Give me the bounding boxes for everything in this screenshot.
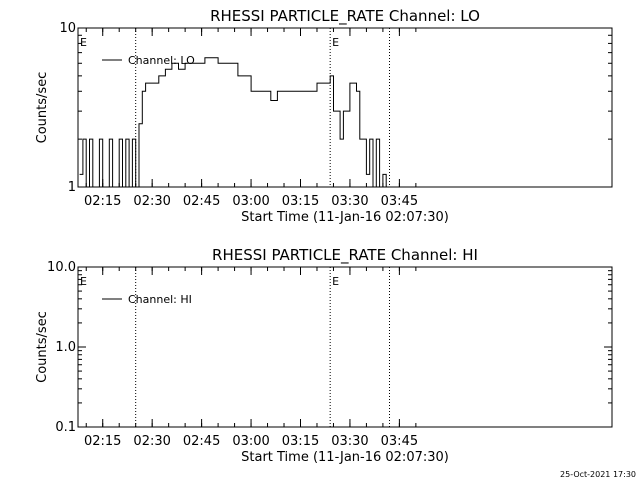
y-tick-label: 1 bbox=[68, 180, 76, 195]
plot-frame bbox=[77, 266, 613, 428]
x-tick-label: 02:15 bbox=[84, 194, 121, 209]
x-tick-label: 03:30 bbox=[331, 434, 368, 449]
x-tick-label: 03:45 bbox=[381, 194, 418, 209]
x-tick-label: 02:15 bbox=[84, 434, 121, 449]
x-tick-label: 02:45 bbox=[183, 434, 220, 449]
x-tick-label: 02:30 bbox=[133, 194, 170, 209]
eclipse-label: E bbox=[332, 36, 339, 49]
eclipse-label: E bbox=[332, 275, 339, 288]
y-tick-label: 1.0 bbox=[55, 340, 76, 355]
data-series-line bbox=[79, 57, 392, 188]
legend-entry: Channel: HI bbox=[128, 293, 192, 306]
y-tick-label: 0.1 bbox=[55, 420, 76, 435]
y-axis-label: Counts/sec bbox=[35, 72, 50, 144]
x-tick-label: 03:45 bbox=[381, 434, 418, 449]
x-axis-label: Start Time (11-Jan-16 02:07:30) bbox=[241, 210, 449, 225]
y-tick-label: 10 bbox=[59, 21, 76, 36]
x-tick-label: 02:30 bbox=[133, 434, 170, 449]
panel-lo: RHESSI PARTICLE_RATE Channel: LO Counts/s… bbox=[35, 7, 613, 225]
chart-title: RHESSI PARTICLE_RATE Channel: LO bbox=[210, 7, 480, 26]
eclipse-label: E bbox=[80, 275, 87, 288]
x-tick-label: 02:45 bbox=[183, 194, 220, 209]
x-tick-label: 03:00 bbox=[232, 194, 269, 209]
x-tick-label: 03:30 bbox=[331, 194, 368, 209]
chart-title: RHESSI PARTICLE_RATE Channel: HI bbox=[212, 246, 478, 265]
y-axis-label: Counts/sec bbox=[35, 311, 50, 383]
plot-frame bbox=[77, 27, 613, 188]
x-tick-label: 03:15 bbox=[282, 434, 319, 449]
panel-hi: RHESSI PARTICLE_RATE Channel: HI Counts/s… bbox=[35, 246, 613, 465]
plot-timestamp: 25-Oct-2021 17:30 bbox=[560, 470, 636, 479]
x-axis-label: Start Time (11-Jan-16 02:07:30) bbox=[241, 450, 449, 465]
y-tick-label: 10.0 bbox=[47, 260, 76, 275]
x-tick-label: 03:15 bbox=[282, 194, 319, 209]
eclipse-label: E bbox=[80, 36, 87, 49]
x-tick-label: 03:00 bbox=[232, 434, 269, 449]
